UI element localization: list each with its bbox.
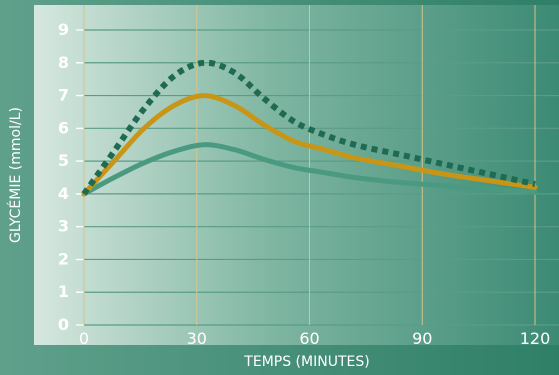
y-axis-title: GLYCÉMIE (mmol/L) [7, 107, 24, 243]
data-series [81, 59, 538, 197]
y-tick-label-9: 9 [58, 20, 69, 39]
y-tick-label-3: 3 [58, 217, 69, 236]
y-tick-label-8: 8 [58, 53, 69, 72]
x-tick-label-90: 90 [412, 329, 432, 348]
y-tick-label-0: 0 [58, 315, 69, 334]
x-axis-title: TEMPS (MINUTES) [243, 354, 369, 370]
series-line-3 [81, 142, 538, 197]
y-tick-label-6: 6 [58, 118, 69, 137]
x-tick-label-30: 30 [187, 329, 207, 348]
x-tick-label-60: 60 [299, 329, 319, 348]
series-line-2 [81, 93, 538, 197]
x-tick-label-0: 0 [79, 329, 89, 348]
y-tick-label-5: 5 [58, 151, 69, 170]
x-tick-label-120: 120 [520, 329, 551, 348]
y-tick-label-4: 4 [58, 184, 69, 203]
y-tick-label-2: 2 [58, 249, 69, 268]
y-tick-label-1: 1 [58, 282, 69, 301]
y-tick-label-7: 7 [58, 86, 69, 105]
series-line-1 [81, 59, 536, 196]
